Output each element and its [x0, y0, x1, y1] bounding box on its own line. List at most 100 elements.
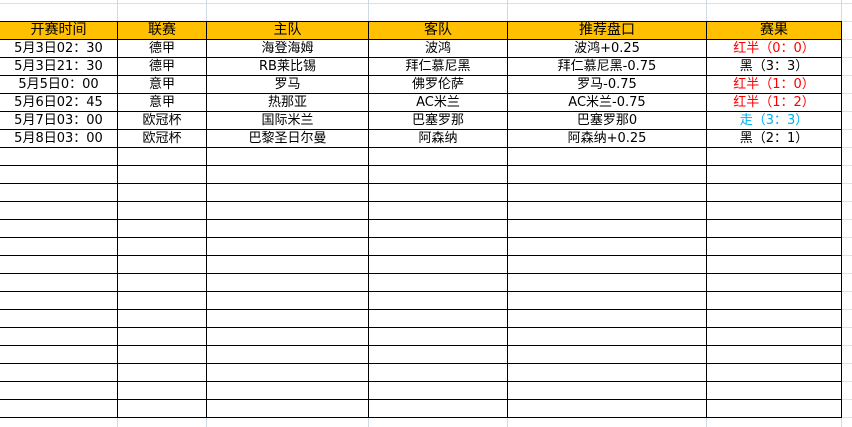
empty-cell[interactable] [117, 273, 207, 292]
cell-time[interactable]: 5月6日02：45 [0, 93, 118, 112]
empty-cell[interactable] [206, 273, 369, 292]
empty-cell[interactable] [507, 237, 707, 256]
empty-cell[interactable] [206, 147, 369, 166]
empty-cell[interactable] [0, 237, 118, 256]
empty-cell[interactable] [706, 345, 842, 364]
empty-cell[interactable] [117, 345, 207, 364]
empty-cell[interactable] [117, 399, 207, 418]
empty-cell[interactable] [117, 381, 207, 400]
empty-cell[interactable] [0, 363, 118, 382]
empty-cell[interactable] [117, 165, 207, 184]
header-pick[interactable]: 推荐盘口 [507, 21, 707, 40]
empty-cell[interactable] [117, 237, 207, 256]
cell-time[interactable]: 5月3日02：30 [0, 39, 118, 58]
cell-time[interactable]: 5月3日21：30 [0, 57, 118, 76]
cell-pick[interactable]: 波鸿+0.25 [507, 39, 707, 58]
empty-cell[interactable] [0, 399, 118, 418]
empty-cell[interactable] [507, 165, 707, 184]
cell-home[interactable]: 热那亚 [206, 93, 369, 112]
empty-cell[interactable] [368, 291, 508, 310]
empty-cell[interactable] [206, 345, 369, 364]
empty-cell[interactable] [507, 345, 707, 364]
empty-cell[interactable] [706, 183, 842, 202]
cell-time[interactable]: 5月7日03：00 [0, 111, 118, 130]
empty-cell[interactable] [706, 363, 842, 382]
empty-cell[interactable] [507, 381, 707, 400]
empty-cell[interactable] [0, 381, 118, 400]
cell-away[interactable]: 拜仁慕尼黑 [368, 57, 508, 76]
empty-cell[interactable] [117, 201, 207, 220]
cell-pick[interactable]: AC米兰-0.75 [507, 93, 707, 112]
empty-cell[interactable] [368, 309, 508, 328]
empty-cell[interactable] [206, 237, 369, 256]
empty-cell[interactable] [117, 327, 207, 346]
empty-cell[interactable] [117, 219, 207, 238]
cell-away[interactable]: 波鸿 [368, 39, 508, 58]
empty-cell[interactable] [368, 381, 508, 400]
cell-league[interactable]: 德甲 [117, 39, 207, 58]
empty-cell[interactable] [117, 147, 207, 166]
empty-cell[interactable] [206, 201, 369, 220]
empty-cell[interactable] [117, 183, 207, 202]
empty-cell[interactable] [0, 165, 118, 184]
cell-league[interactable]: 意甲 [117, 75, 207, 94]
cell-pick[interactable]: 罗马-0.75 [507, 75, 707, 94]
header-league[interactable]: 联赛 [117, 21, 207, 40]
empty-cell[interactable] [0, 345, 118, 364]
empty-cell[interactable] [368, 255, 508, 274]
empty-cell[interactable] [206, 327, 369, 346]
header-time[interactable]: 开赛时间 [0, 21, 118, 40]
empty-cell[interactable] [706, 219, 842, 238]
empty-cell[interactable] [0, 291, 118, 310]
empty-cell[interactable] [368, 237, 508, 256]
empty-cell[interactable] [206, 165, 369, 184]
empty-cell[interactable] [706, 381, 842, 400]
empty-cell[interactable] [117, 255, 207, 274]
empty-cell[interactable] [507, 291, 707, 310]
empty-cell[interactable] [706, 309, 842, 328]
header-result[interactable]: 赛果 [706, 21, 842, 40]
cell-pick[interactable]: 阿森纳+0.25 [507, 129, 707, 148]
empty-cell[interactable] [206, 183, 369, 202]
cell-league[interactable]: 欧冠杯 [117, 111, 207, 130]
empty-cell[interactable] [0, 255, 118, 274]
cell-pick[interactable]: 拜仁慕尼黑-0.75 [507, 57, 707, 76]
cell-result[interactable]: 黑（2：1） [706, 129, 842, 148]
empty-cell[interactable] [507, 273, 707, 292]
empty-cell[interactable] [507, 219, 707, 238]
header-home[interactable]: 主队 [206, 21, 369, 40]
cell-away[interactable]: 巴塞罗那 [368, 111, 508, 130]
cell-time[interactable]: 5月5日0：00 [0, 75, 118, 94]
cell-home[interactable]: RB莱比锡 [206, 57, 369, 76]
cell-result[interactable]: 红半（1：0） [706, 75, 842, 94]
cell-home[interactable]: 国际米兰 [206, 111, 369, 130]
empty-cell[interactable] [0, 219, 118, 238]
empty-cell[interactable] [206, 309, 369, 328]
empty-cell[interactable] [706, 201, 842, 220]
empty-cell[interactable] [0, 327, 118, 346]
empty-cell[interactable] [206, 291, 369, 310]
empty-cell[interactable] [117, 309, 207, 328]
empty-cell[interactable] [368, 165, 508, 184]
empty-cell[interactable] [706, 237, 842, 256]
empty-cell[interactable] [368, 147, 508, 166]
cell-league[interactable]: 欧冠杯 [117, 129, 207, 148]
empty-cell[interactable] [368, 327, 508, 346]
cell-result[interactable]: 红半（0：0） [706, 39, 842, 58]
empty-cell[interactable] [368, 183, 508, 202]
empty-cell[interactable] [507, 201, 707, 220]
empty-cell[interactable] [117, 363, 207, 382]
cell-league[interactable]: 德甲 [117, 57, 207, 76]
empty-cell[interactable] [368, 201, 508, 220]
cell-league[interactable]: 意甲 [117, 93, 207, 112]
empty-cell[interactable] [368, 399, 508, 418]
empty-cell[interactable] [706, 327, 842, 346]
cell-away[interactable]: 佛罗伦萨 [368, 75, 508, 94]
empty-cell[interactable] [0, 201, 118, 220]
empty-cell[interactable] [507, 327, 707, 346]
empty-cell[interactable] [368, 345, 508, 364]
cell-home[interactable]: 海登海姆 [206, 39, 369, 58]
empty-cell[interactable] [706, 399, 842, 418]
empty-cell[interactable] [206, 399, 369, 418]
cell-away[interactable]: AC米兰 [368, 93, 508, 112]
